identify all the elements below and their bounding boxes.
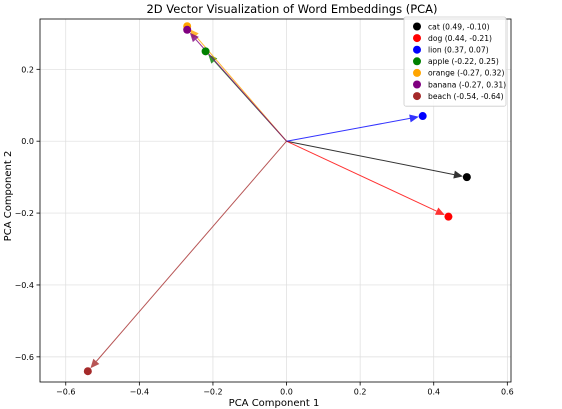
x-tick-label: −0.4 [130, 388, 149, 397]
y-tick-label: −0.4 [15, 281, 34, 290]
legend-marker-orange [413, 68, 421, 77]
arrowhead-beach [90, 358, 100, 369]
legend-marker-cat [413, 22, 421, 31]
point-apple [201, 47, 210, 56]
y-tick-label: 0.0 [21, 137, 34, 146]
arrow-cat [286, 140, 455, 176]
x-tick-label: 0.6 [501, 388, 514, 397]
x-tick-label: 0.2 [354, 388, 367, 397]
arrowhead-banana [189, 32, 199, 43]
point-lion [418, 112, 427, 121]
y-tick-label: −0.6 [15, 353, 34, 362]
tick-layer: −0.6 −0.4 −0.2 0.0 0.2 0.4 0.6 −0.6 −0.4 −0.2 0.0 0… [15, 65, 514, 396]
y-tick-label: 0.2 [21, 65, 34, 74]
x-tick-label: 0.0 [280, 388, 293, 397]
arrow-dog [286, 140, 437, 212]
arrowhead-dog [434, 207, 445, 215]
x-tick-label: 0.4 [427, 388, 440, 397]
arrow-beach [95, 140, 287, 362]
arrow-lion [286, 117, 410, 142]
point-dog [444, 212, 453, 221]
arrow-layer [90, 29, 463, 369]
chart-title: 2D Vector Visualization of Word Embeddin… [146, 2, 437, 16]
legend-label-banana: banana (-0.27, 0.31) [428, 80, 506, 89]
point-banana [183, 25, 192, 34]
legend-marker-beach [413, 92, 421, 101]
legend-label-apple: apple (-0.22, 0.25) [428, 57, 499, 66]
legend-label-dog: dog (0.44, -0.21) [428, 34, 492, 43]
legend: cat (0.49, -0.10) dog (0.44, -0.21) lion (… [403, 16, 507, 107]
x-tick-label: −0.6 [56, 388, 75, 397]
legend-marker-apple [413, 57, 421, 66]
y-tick-label: −0.2 [15, 209, 34, 218]
legend-box [403, 16, 507, 107]
legend-label-cat: cat (0.49, -0.10) [428, 22, 490, 31]
y-axis-label: PCA Component 2 [3, 151, 14, 242]
legend-marker-lion [413, 45, 421, 54]
point-layer [83, 22, 471, 376]
x-axis-label: PCA Component 1 [229, 398, 320, 409]
legend-label-orange: orange (-0.27, 0.32) [428, 69, 504, 78]
arrowhead-cat [453, 170, 463, 179]
plot-frame [39, 18, 512, 383]
legend-label-lion: lion (0.37, 0.07) [428, 46, 489, 55]
arrowhead-lion [409, 114, 419, 123]
legend-label-beach: beach (-0.54, -0.64) [428, 92, 504, 101]
point-cat [462, 173, 471, 182]
point-beach [83, 367, 92, 376]
legend-marker-dog [413, 34, 421, 43]
arrow-banana [195, 39, 287, 142]
x-tick-label: −0.2 [203, 388, 222, 397]
legend-marker-banana [413, 80, 421, 89]
